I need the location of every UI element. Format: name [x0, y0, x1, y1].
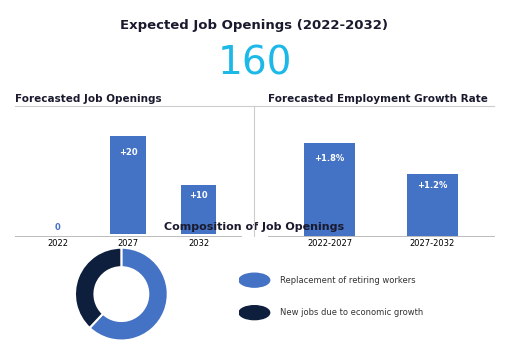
Text: Expected Job Openings (2022-2032): Expected Job Openings (2022-2032) [121, 19, 388, 32]
Text: +1.2%: +1.2% [417, 182, 447, 190]
Text: 160: 160 [217, 44, 292, 82]
Text: +1.8%: +1.8% [315, 154, 345, 163]
Bar [407, 174, 458, 236]
Text: Replacement of retiring workers: Replacement of retiring workers [280, 276, 415, 285]
Circle shape [239, 273, 270, 287]
Text: +20: +20 [119, 147, 137, 156]
Bar [181, 185, 216, 234]
Text: Forecasted Employment Growth Rate: Forecasted Employment Growth Rate [268, 94, 488, 104]
Text: +10: +10 [189, 191, 208, 200]
Text: Forecasted Job Openings: Forecasted Job Openings [15, 94, 162, 104]
Wedge shape [75, 248, 121, 328]
Bar [304, 143, 355, 236]
Text: New jobs due to economic growth: New jobs due to economic growth [280, 308, 423, 317]
Text: 0: 0 [54, 223, 61, 232]
Bar [110, 136, 146, 234]
Wedge shape [90, 248, 168, 340]
Circle shape [239, 306, 270, 320]
Text: Composition of Job Openings: Composition of Job Openings [164, 223, 345, 232]
